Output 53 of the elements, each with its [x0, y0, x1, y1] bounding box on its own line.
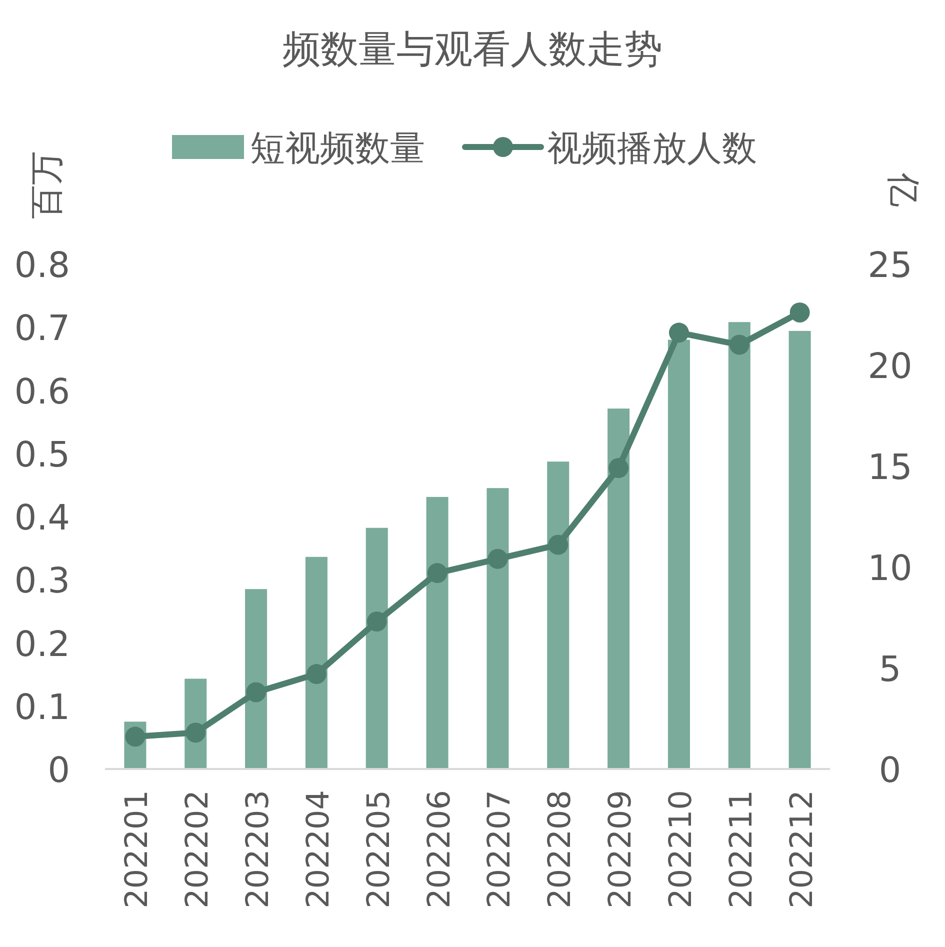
- x-tick-label: 202205: [360, 790, 397, 908]
- bar: [305, 556, 328, 769]
- point: [186, 722, 206, 743]
- y2-tick-label: 15: [868, 448, 912, 488]
- y-tick-label: 0: [48, 751, 70, 791]
- point: [790, 302, 810, 322]
- x-tick-label: 202211: [723, 790, 760, 908]
- bar: [366, 528, 388, 769]
- y-tick-label: 0.2: [14, 624, 70, 665]
- point: [488, 548, 508, 569]
- y-axis-title: 百万: [27, 151, 67, 219]
- y2-tick-label: 10: [868, 549, 912, 589]
- y-tick-label: 0.4: [14, 498, 70, 538]
- x-tick-label: 202209: [602, 790, 639, 908]
- bar: [547, 462, 570, 769]
- point: [608, 458, 629, 478]
- x-tick-label: 202202: [180, 790, 216, 908]
- y-tick-label: 0.1: [14, 688, 70, 728]
- bar: [486, 488, 509, 769]
- bar: [728, 322, 750, 769]
- bar: [668, 340, 690, 769]
- point: [668, 322, 689, 343]
- x-tick-label: 202204: [300, 790, 336, 908]
- y2-tick-label: 25: [868, 246, 912, 286]
- bar: [245, 589, 268, 769]
- x-tick-label: 202207: [482, 790, 518, 908]
- x-tick-label: 202212: [784, 790, 820, 908]
- y2-axis-title: 亿: [883, 172, 923, 207]
- bar: [426, 496, 448, 769]
- x-tick-label: 202206: [421, 790, 458, 908]
- y-tick-label: 0.6: [14, 372, 70, 412]
- x-tick-label: 202210: [662, 790, 699, 908]
- point: [548, 534, 568, 555]
- legend-label: 视频播放人数: [547, 129, 757, 169]
- chart-title: 频数量与观看人数走势: [282, 27, 662, 71]
- point: [366, 612, 387, 632]
- x-tick-label: 202203: [240, 790, 276, 908]
- x-tick-label: 202201: [119, 790, 156, 908]
- bar: [608, 408, 630, 769]
- x-tick-label: 202208: [542, 790, 578, 908]
- bar: [788, 330, 811, 769]
- y2-tick-label: 5: [878, 650, 902, 690]
- point: [306, 664, 326, 684]
- y2-tick-label: 0: [878, 751, 902, 791]
- y-tick-label: 0.7: [14, 309, 70, 350]
- point: [729, 334, 750, 355]
- y-tick-label: 0.3: [14, 562, 70, 602]
- point: [246, 682, 266, 702]
- point: [427, 563, 448, 584]
- legend-label: 短视频数量: [250, 129, 425, 169]
- y-tick-label: 0.5: [14, 435, 70, 476]
- y-tick-label: 0.8: [14, 246, 70, 286]
- y2-tick-label: 20: [868, 347, 912, 387]
